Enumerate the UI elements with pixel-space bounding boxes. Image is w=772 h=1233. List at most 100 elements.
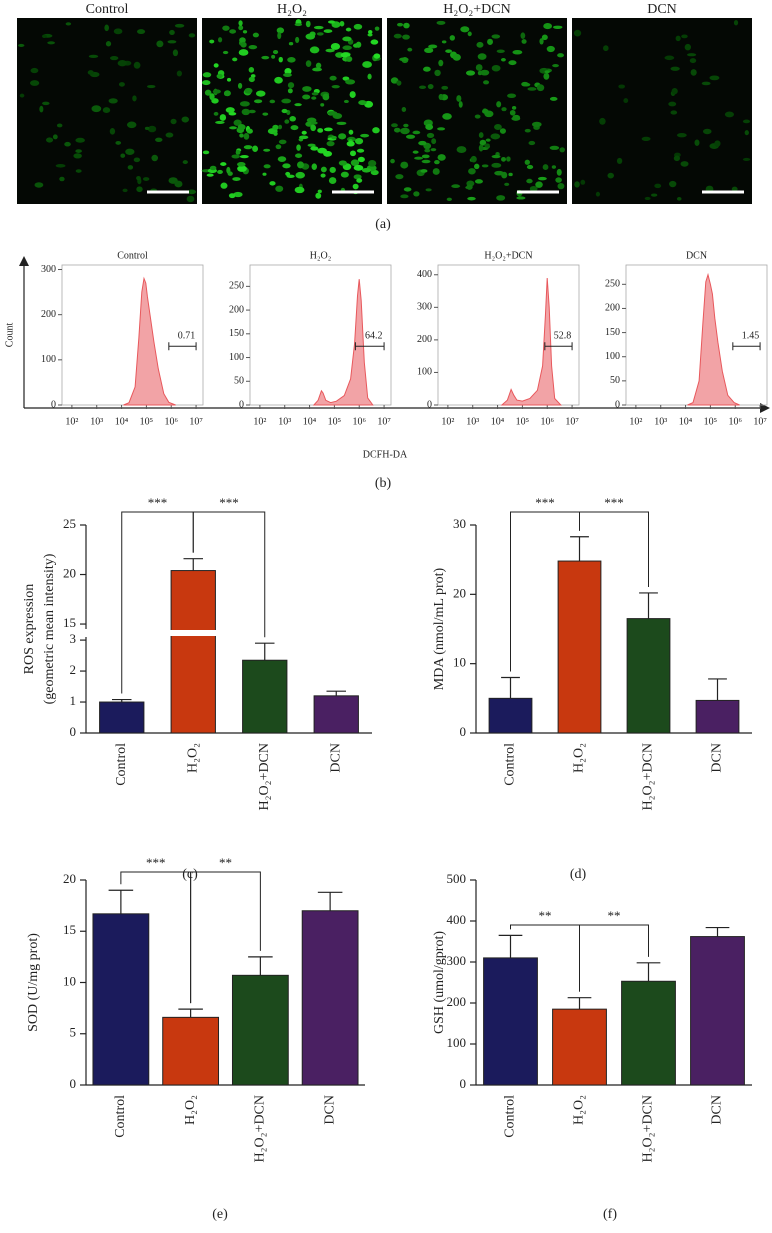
cell (506, 156, 511, 162)
cell (478, 132, 484, 139)
significance-label: ** (219, 855, 232, 870)
chart-title: Control (117, 250, 148, 261)
cell (227, 171, 233, 176)
y-tick-label: 0 (239, 399, 244, 410)
cell (623, 98, 629, 104)
cell (325, 48, 335, 53)
cell (491, 162, 502, 168)
y-tick-label: 150 (229, 328, 244, 339)
cell (342, 36, 352, 42)
x-tick-label: DCN (710, 1095, 725, 1125)
y-axis-label: SOD (U/mg prot) (26, 933, 41, 1032)
cell (535, 181, 543, 188)
cell (133, 61, 141, 69)
cell (239, 133, 244, 138)
bar (626, 618, 671, 734)
cell (434, 69, 441, 77)
cell (188, 33, 196, 38)
cell (136, 186, 143, 193)
cell (512, 49, 523, 55)
histogram-curve (123, 276, 176, 406)
cell (367, 73, 372, 80)
x-tick-label: 10³ (90, 416, 103, 427)
cell (419, 85, 427, 90)
cell (424, 47, 434, 54)
cell (405, 134, 416, 139)
y-tick-label: 20 (63, 566, 76, 581)
cell (456, 95, 462, 102)
cell (418, 140, 427, 146)
cell (239, 154, 249, 159)
cell (474, 179, 483, 184)
cell (460, 26, 470, 33)
cell (476, 41, 484, 48)
y-tick-label: 30 (453, 516, 466, 531)
cell (136, 176, 141, 181)
cell (474, 114, 481, 119)
significance-label: ** (608, 908, 621, 923)
cell (212, 89, 221, 94)
y-tick-label: 3 (70, 631, 77, 646)
cell (295, 153, 303, 158)
cell (664, 55, 675, 61)
significance-label: *** (148, 495, 168, 510)
cell (414, 156, 423, 160)
cell (475, 64, 483, 71)
cell (744, 130, 749, 136)
cell (541, 34, 548, 41)
x-tick-label: 10² (253, 416, 266, 427)
cell (281, 98, 292, 104)
cell (490, 133, 501, 140)
cell (511, 116, 521, 121)
cell (202, 150, 210, 155)
y-tick-label: 200 (229, 304, 244, 315)
cell (56, 123, 63, 128)
cell (302, 94, 311, 100)
image-title: DCN (647, 2, 677, 17)
cell (400, 194, 409, 199)
cell (156, 40, 164, 48)
cell (256, 90, 266, 97)
cell (689, 58, 697, 64)
cell (367, 30, 373, 35)
cell (340, 171, 349, 178)
y-tick-label: 20 (63, 871, 76, 886)
cell (30, 67, 39, 74)
cell (607, 172, 615, 179)
cell (458, 101, 463, 108)
y-tick-label: 5 (70, 1025, 77, 1040)
cell (237, 82, 243, 89)
cell (269, 181, 276, 186)
cell (474, 163, 480, 170)
cell (393, 33, 402, 39)
cell (670, 66, 680, 71)
gate (732, 342, 761, 351)
cell (320, 166, 327, 173)
cell (313, 25, 324, 30)
bar (488, 697, 533, 734)
cell (501, 171, 508, 179)
cell (520, 32, 526, 39)
cell (338, 133, 347, 140)
cell (370, 39, 379, 45)
cell (295, 36, 300, 43)
cell (244, 87, 253, 94)
cell (508, 60, 517, 66)
cell (220, 162, 227, 166)
cell (402, 34, 410, 40)
cell (226, 77, 232, 82)
y-tick-label: 100 (41, 354, 56, 365)
y-tick-label: 1 (70, 693, 77, 708)
cell (355, 41, 362, 48)
cell (360, 133, 370, 138)
y-tick-label: 50 (610, 375, 620, 386)
cell (232, 57, 238, 62)
cell (669, 180, 677, 188)
x-tick-label: Control (503, 1095, 518, 1138)
x-tick-label: 10⁴ (679, 416, 693, 427)
cell (441, 40, 447, 44)
y-tick-label: 0 (460, 724, 467, 739)
cell (237, 124, 246, 131)
cell (441, 85, 449, 90)
arrow-head (19, 256, 29, 266)
